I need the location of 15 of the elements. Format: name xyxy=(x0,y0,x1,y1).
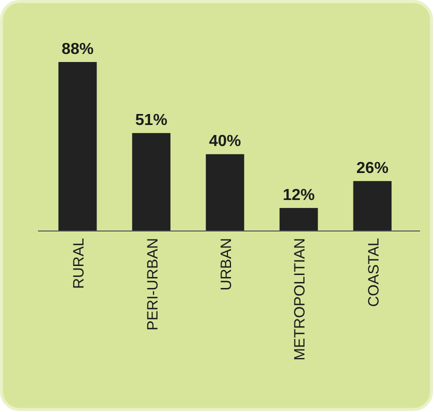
x-tick-label: METROPOLITIAN xyxy=(292,238,309,361)
bar xyxy=(280,208,318,231)
bar xyxy=(58,62,97,231)
x-tick-label: URBAN xyxy=(218,238,235,291)
data-label: 51% xyxy=(135,112,168,130)
data-label: 12% xyxy=(282,186,315,204)
data-label: 26% xyxy=(356,160,388,178)
x-tick-label: RURAL xyxy=(70,238,88,289)
data-label: 88% xyxy=(62,41,94,58)
bar xyxy=(353,181,392,231)
bar xyxy=(206,154,244,231)
bar xyxy=(132,133,170,231)
data-label: 40% xyxy=(208,133,242,150)
x-tick-label: PERI-URBAN xyxy=(144,238,162,331)
x-tick-label: COASTAL xyxy=(365,238,382,307)
